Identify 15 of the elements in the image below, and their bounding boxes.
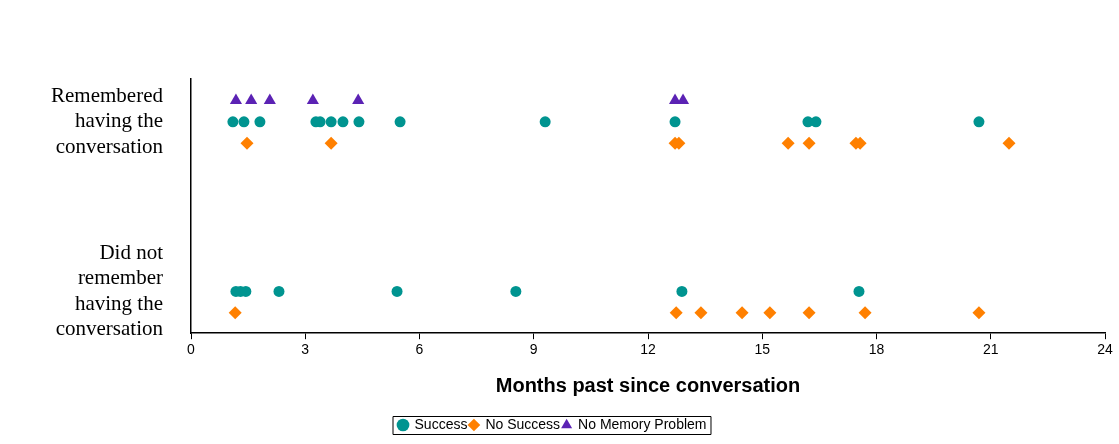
x-tick-label: 12 <box>640 341 656 358</box>
x-tick-label: 18 <box>868 341 885 358</box>
y-tick-label: Did not remember having the conversation <box>55 240 164 340</box>
y-tick-label: Remembered having the conversation <box>51 83 164 158</box>
x-axis-title: Months past since conversation <box>495 373 801 396</box>
legend-label: Success <box>414 415 468 432</box>
x-tick-label: 24 <box>1097 341 1113 358</box>
x-tick-label: 0 <box>187 341 196 358</box>
legend-label: No Success <box>485 415 561 432</box>
legend-label: No Memory Problem <box>578 415 707 432</box>
x-tick-label: 9 <box>529 341 538 358</box>
x-tick-label: 6 <box>415 341 424 358</box>
x-tick-label: 21 <box>982 341 999 358</box>
x-tick-label: 15 <box>754 341 771 358</box>
x-tick-label: 3 <box>301 341 310 358</box>
